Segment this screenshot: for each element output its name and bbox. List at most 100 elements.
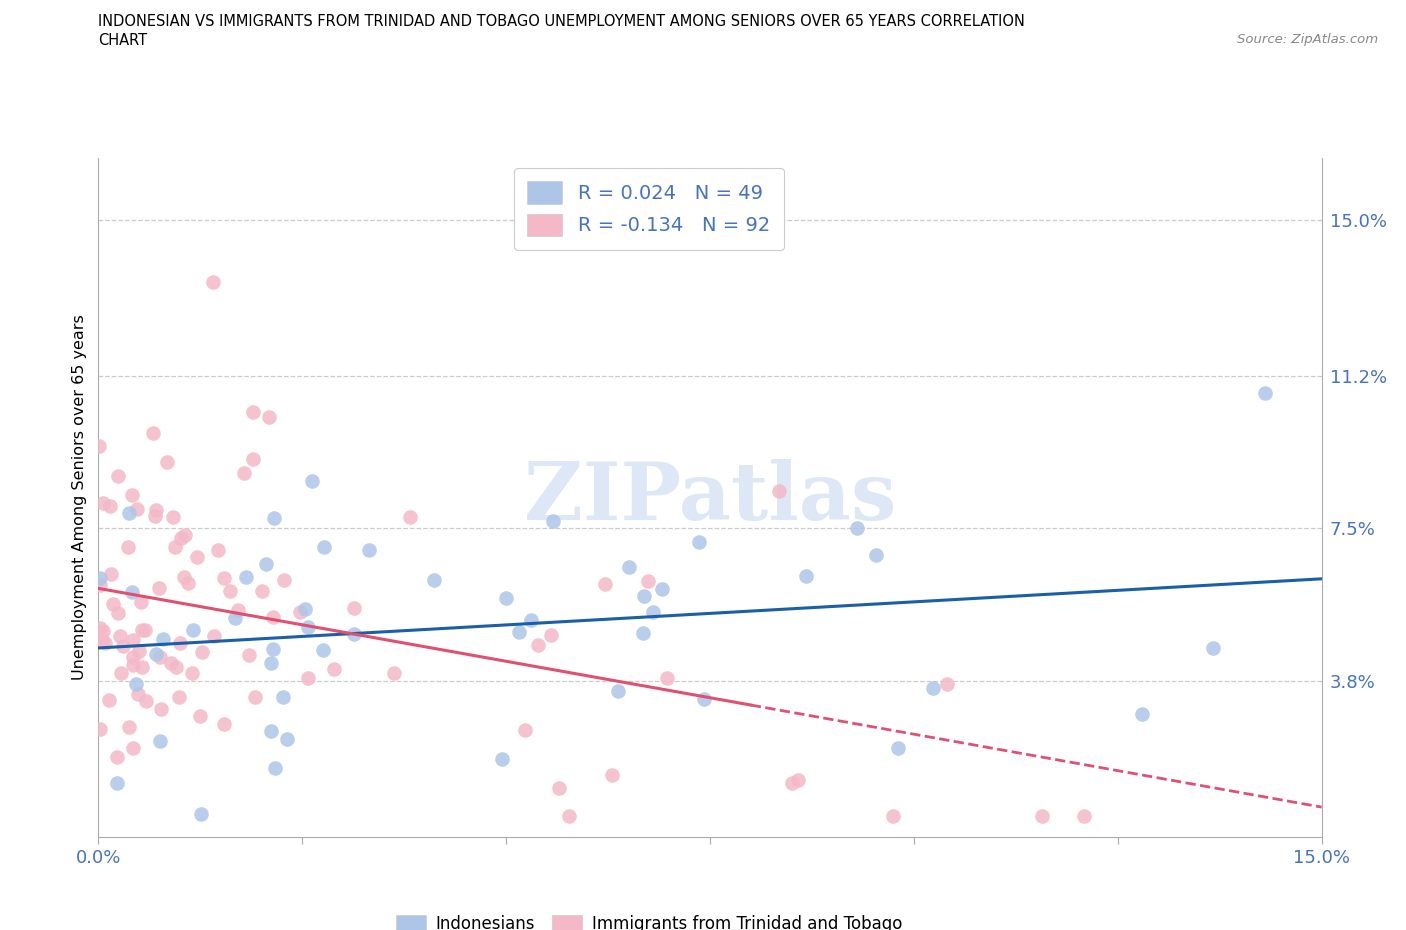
Point <box>128 644 150 658</box>
Point <box>922 681 945 696</box>
Point <box>91 496 114 511</box>
Point <box>322 661 344 676</box>
Point <box>548 780 571 795</box>
Point <box>423 573 446 588</box>
Point <box>643 604 665 619</box>
Point <box>491 751 513 766</box>
Point <box>276 732 298 747</box>
Point <box>312 539 335 554</box>
Point <box>142 425 165 440</box>
Point <box>243 689 266 704</box>
Point <box>212 716 235 731</box>
Point <box>145 646 167 661</box>
Point <box>242 452 264 467</box>
Point <box>606 684 628 698</box>
Point <box>226 603 249 618</box>
Point <box>186 550 208 565</box>
Point <box>122 658 145 672</box>
Point <box>224 611 246 626</box>
Point <box>145 502 167 517</box>
Point <box>382 665 405 680</box>
Point <box>89 578 111 592</box>
Point <box>108 629 131 644</box>
Point <box>122 650 145 665</box>
Point <box>118 720 141 735</box>
Point <box>180 665 202 680</box>
Point <box>1202 641 1225 656</box>
Point <box>263 610 285 625</box>
Point <box>160 656 183 671</box>
Point <box>1073 809 1095 824</box>
Text: Source: ZipAtlas.com: Source: ZipAtlas.com <box>1237 33 1378 46</box>
Point <box>263 511 285 525</box>
Point <box>633 589 655 604</box>
Point <box>127 686 149 701</box>
Point <box>1031 809 1053 824</box>
Point <box>342 627 364 642</box>
Point <box>794 568 817 583</box>
Point <box>631 626 654 641</box>
Point <box>202 629 225 644</box>
Point <box>260 655 283 670</box>
Point <box>131 660 153 675</box>
Point <box>101 596 124 611</box>
Point <box>540 628 562 643</box>
Point <box>1130 706 1153 721</box>
Point <box>359 542 381 557</box>
Point <box>655 671 678 685</box>
Point <box>515 723 537 737</box>
Point <box>557 809 579 824</box>
Point <box>107 469 129 484</box>
Point <box>111 638 134 653</box>
Point <box>780 776 803 790</box>
Legend: Indonesians, Immigrants from Trinidad and Tobago: Indonesians, Immigrants from Trinidad an… <box>387 907 911 930</box>
Point <box>262 642 284 657</box>
Point <box>312 643 335 658</box>
Point <box>343 601 366 616</box>
Point <box>212 570 235 585</box>
Point <box>201 274 224 289</box>
Point <box>936 677 959 692</box>
Point <box>263 761 285 776</box>
Point <box>122 632 145 647</box>
Point <box>89 571 111 586</box>
Point <box>129 594 152 609</box>
Point <box>1253 385 1275 400</box>
Point <box>134 623 156 638</box>
Point <box>152 631 174 646</box>
Point <box>233 466 256 481</box>
Point <box>169 635 191 650</box>
Point <box>173 570 195 585</box>
Point <box>768 484 790 498</box>
Point <box>294 601 316 616</box>
Point <box>600 767 623 782</box>
Point <box>260 724 283 738</box>
Point <box>207 542 229 557</box>
Point <box>637 574 659 589</box>
Point <box>149 701 172 716</box>
Point <box>105 775 128 790</box>
Point <box>177 576 200 591</box>
Point <box>174 527 197 542</box>
Point <box>273 573 295 588</box>
Point <box>117 539 139 554</box>
Point <box>527 637 550 652</box>
Text: CHART: CHART <box>98 33 148 47</box>
Y-axis label: Unemployment Among Seniors over 65 years: Unemployment Among Seniors over 65 years <box>72 314 87 681</box>
Text: ZIPatlas: ZIPatlas <box>524 458 896 537</box>
Point <box>118 506 141 521</box>
Point <box>238 647 260 662</box>
Point <box>845 521 868 536</box>
Point <box>165 660 187 675</box>
Point <box>170 531 193 546</box>
Point <box>242 405 264 419</box>
Point <box>520 613 543 628</box>
Point <box>219 584 242 599</box>
Point <box>882 809 904 824</box>
Point <box>122 740 145 755</box>
Point <box>94 635 117 650</box>
Point <box>887 740 910 755</box>
Point <box>688 535 710 550</box>
Point <box>121 487 143 502</box>
Point <box>593 577 616 591</box>
